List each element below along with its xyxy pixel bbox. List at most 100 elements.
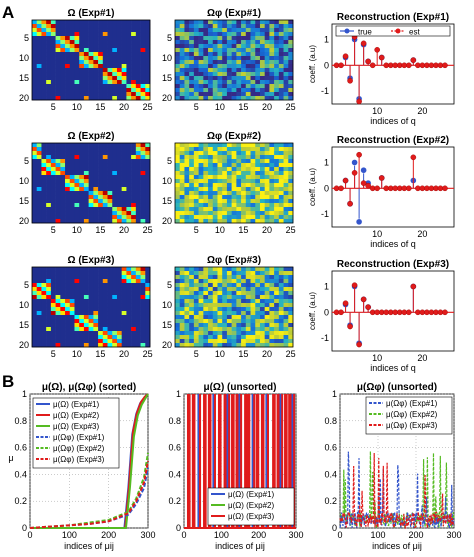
heatmap-cell: [231, 295, 237, 300]
heatmap-cell: [74, 291, 80, 296]
heatmap-cell: [217, 203, 223, 208]
heatmap-cell: [250, 311, 256, 316]
heatmap-cell: [283, 199, 289, 204]
heatmap-cell: [231, 32, 237, 37]
heatmap-cell: [145, 40, 151, 45]
heatmap-cell: [236, 207, 242, 212]
heatmap-cell: [198, 315, 204, 320]
heatmap-cell: [41, 167, 47, 172]
heatmap-cell: [121, 24, 127, 29]
heatmap-cell: [278, 311, 284, 316]
heatmap-cell: [198, 191, 204, 196]
heatmap-cell: [255, 167, 261, 172]
heatmap-cell: [231, 72, 237, 77]
heatmap-cell: [116, 171, 122, 176]
heatmap-cell: [46, 147, 52, 152]
heatmap-cell: [208, 147, 214, 152]
heatmap-cell: [245, 44, 251, 49]
heatmap-cell: [264, 303, 270, 308]
heatmap-cell: [203, 147, 209, 152]
heatmap-cell: [212, 36, 218, 41]
heatmap-cell: [55, 287, 61, 292]
heatmap-cell: [121, 335, 127, 340]
heatmap-cell: [222, 80, 228, 85]
heatmap-cell: [259, 36, 265, 41]
heatmap-cell: [245, 195, 251, 200]
heatmap-cell: [46, 207, 52, 212]
heatmap-cell: [203, 36, 209, 41]
heatmap-cell: [107, 155, 113, 160]
heatmap-cell: [60, 84, 66, 89]
heatmap-cell: [131, 315, 137, 320]
heatmap-cell: [222, 267, 228, 272]
heatmap-cell: [288, 315, 294, 320]
heatmap-cell: [140, 36, 146, 41]
x-tick-label: 20: [262, 349, 272, 359]
heatmap-cell: [264, 339, 270, 344]
heatmap-cell: [60, 28, 66, 33]
heatmap-cell: [278, 191, 284, 196]
heatmap-cell: [145, 323, 151, 328]
heatmap-cell: [116, 163, 122, 168]
heatmap-cell: [278, 24, 284, 29]
heatmap-cell: [65, 199, 71, 204]
heatmap-cell: [222, 151, 228, 156]
heatmap-cell: [131, 191, 137, 196]
heatmap-cell: [203, 187, 209, 192]
heatmap-cell: [126, 167, 132, 172]
heatmap-cell: [41, 327, 47, 332]
heatmap-cell: [74, 295, 80, 300]
heatmap-cell: [102, 175, 108, 180]
heatmap-cell: [74, 179, 80, 184]
heatmap-cell: [112, 28, 118, 33]
heatmap-cell: [135, 60, 141, 65]
heatmap-cell: [274, 343, 280, 348]
heatmap-cell: [208, 323, 214, 328]
heatmap-cell: [93, 207, 99, 212]
heatmap-cell: [79, 32, 85, 37]
heatmap-cell: [55, 155, 61, 160]
heatmap-cell: [83, 183, 89, 188]
heatmap-cell: [269, 36, 275, 41]
heatmap-cell: [93, 295, 99, 300]
heatmap-cell: [140, 219, 146, 224]
heatmap-cell: [131, 167, 137, 172]
heatmap-cell: [46, 28, 52, 33]
heatmap-cell: [36, 207, 42, 212]
heatmap-cell: [175, 60, 181, 65]
heatmap-cell: [241, 56, 247, 61]
heatmap-cell: [145, 72, 151, 77]
heatmap-cell: [55, 279, 61, 284]
heatmap-cell: [69, 40, 75, 45]
heatmap-cell: [79, 143, 85, 148]
heatmap-cell: [65, 307, 71, 312]
heatmap-cell: [79, 331, 85, 336]
heatmap-cell: [250, 52, 256, 57]
heatmap-cell: [69, 175, 75, 180]
heatmap-cell: [36, 40, 42, 45]
heatmap-cell: [226, 56, 232, 61]
heatmap-cell: [135, 48, 141, 53]
heatmap-cell: [269, 44, 275, 49]
heatmap-cell: [278, 64, 284, 69]
heatmap-cell: [274, 183, 280, 188]
heatmap-cell: [121, 203, 127, 208]
heatmap-cell: [175, 311, 181, 316]
heatmap-cell: [226, 171, 232, 176]
heatmap-cell: [283, 331, 289, 336]
heatmap-cell: [135, 56, 141, 61]
heatmap-cell: [60, 20, 66, 25]
heatmap-cell: [236, 203, 242, 208]
heatmap-cell: [55, 319, 61, 324]
heatmap-cell: [288, 56, 294, 61]
x-tick-label: 5: [194, 225, 199, 235]
heatmap-cell: [241, 96, 247, 101]
heatmap-cell: [145, 175, 151, 180]
heatmap-cell: [212, 159, 218, 164]
heatmap-cell: [126, 96, 132, 101]
heatmap-cell: [245, 147, 251, 152]
heatmap-cell: [250, 291, 256, 296]
heatmap-cell: [74, 287, 80, 292]
heatmap-cell: [79, 211, 85, 216]
